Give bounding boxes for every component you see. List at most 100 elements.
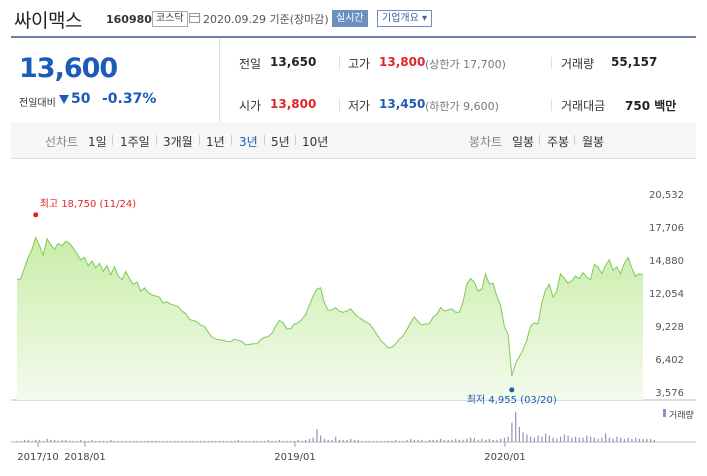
volume-bar (410, 438, 412, 442)
divider (295, 135, 296, 145)
volume-bar (500, 438, 502, 442)
prev-close-value: 13,650 (270, 55, 317, 69)
volume-bar (57, 440, 59, 442)
volume-bar (586, 435, 588, 442)
volume-bar (623, 438, 625, 442)
volume-bar (155, 440, 157, 442)
volume-legend-swatch (663, 409, 666, 417)
y-tick-label: 12,054 (649, 289, 684, 300)
divider (156, 135, 157, 145)
volume-bar (511, 422, 513, 442)
price-area (17, 237, 643, 400)
stock-code: 160980 (106, 13, 152, 26)
prev-close-label: 전일 (239, 57, 262, 71)
y-tick-label: 6,402 (655, 355, 684, 366)
volume-bar (353, 439, 356, 442)
volume-bar (290, 440, 292, 442)
volume-bar (436, 439, 438, 442)
volume-bar (170, 440, 172, 442)
volume-bar (80, 439, 82, 442)
volume-bar (590, 436, 592, 442)
y-tick-label: 9,228 (655, 322, 684, 333)
volume-bar (102, 440, 104, 442)
volume-bar (121, 440, 123, 442)
diff-percent: -0.37% (102, 91, 157, 107)
volume-bar (132, 440, 134, 442)
calendar-icon (189, 13, 200, 23)
x-tick-label: 2019/01 (274, 452, 316, 463)
volume-bar (256, 440, 258, 442)
volume-bar (233, 440, 236, 442)
volume-bar (541, 436, 543, 442)
stock-name: 싸이맥스 (14, 10, 82, 32)
volume-bar (99, 440, 101, 442)
volume-bar (387, 440, 389, 442)
period-1d[interactable]: 1일 (88, 135, 107, 149)
realtime-button[interactable]: 실시간 (332, 10, 368, 27)
volume-bar (507, 436, 509, 442)
x-tick-label: 2020/01 (484, 452, 526, 463)
volume-bar (72, 440, 74, 442)
divider (339, 57, 340, 69)
candle-monthly[interactable]: 월봉 (582, 135, 605, 149)
volume-bar (571, 437, 573, 442)
volume-bar (338, 439, 341, 442)
volume-bar (530, 436, 532, 442)
y-tick-label: 20,532 (649, 190, 684, 201)
company-overview-button[interactable]: 기업개요 ▾ (377, 10, 432, 27)
divider (574, 135, 575, 145)
low-label: 최저 4,955 (03/20) (467, 394, 557, 406)
volume-bar (301, 440, 303, 442)
volume-bar (320, 435, 322, 442)
x-tick-label: 2017/10 (17, 452, 59, 463)
volume-bar (455, 438, 457, 442)
volume-bar (608, 437, 610, 442)
volume-bar (278, 439, 281, 442)
volume-bar (578, 437, 580, 442)
candle-weekly[interactable]: 주봉 (547, 135, 570, 149)
high-value: 13,800 (379, 55, 426, 69)
volume-bar (263, 440, 266, 442)
candle-chart-label: 봉차트 (469, 135, 503, 149)
volume-bar (275, 440, 277, 442)
period-3y[interactable]: 3년 (239, 135, 258, 149)
volume-bar (282, 440, 284, 442)
period-1y[interactable]: 1년 (206, 135, 225, 149)
volume-bar (95, 440, 97, 442)
period-5y[interactable]: 5년 (271, 135, 290, 149)
volume-bar (312, 437, 314, 442)
volume-bar (260, 440, 262, 442)
as-of-date: 2020.09.29 기준(장마감) (203, 13, 329, 26)
volume-bar (533, 437, 535, 442)
divider (199, 135, 200, 145)
volume-bar (406, 439, 408, 442)
volume-bar (646, 438, 648, 442)
volume-bar (293, 440, 296, 442)
volume-bar (24, 439, 26, 442)
candle-daily[interactable]: 일봉 (512, 135, 535, 149)
volume-bar (31, 440, 33, 442)
volume-bar (222, 440, 224, 442)
price-chart[interactable]: 20,53217,70614,88012,0549,2286,4023,576 … (0, 158, 707, 476)
period-3m[interactable]: 3개월 (163, 135, 193, 149)
volume-bar (61, 439, 63, 442)
volume-bar (27, 439, 29, 442)
volume-bar (140, 440, 142, 442)
volume-bar (597, 438, 599, 442)
current-price: 13,600 (19, 53, 118, 84)
volume-bar (147, 440, 149, 442)
price-line (16, 236, 644, 377)
volume-bar (612, 438, 614, 442)
volume-bar (477, 439, 479, 442)
volume-bar (421, 439, 423, 442)
diff-label: 전일대비 (19, 98, 56, 109)
y-tick-label: 3,576 (655, 388, 684, 399)
volume-bar (331, 439, 333, 442)
volume-bar (76, 440, 78, 442)
volume-bar (357, 439, 359, 442)
high-label: 최고 18,750 (11/24) (40, 198, 136, 210)
period-1w[interactable]: 1주일 (120, 135, 150, 149)
volume-bar (522, 432, 524, 442)
period-10y[interactable]: 10년 (302, 135, 329, 149)
volume-bar (42, 440, 44, 442)
